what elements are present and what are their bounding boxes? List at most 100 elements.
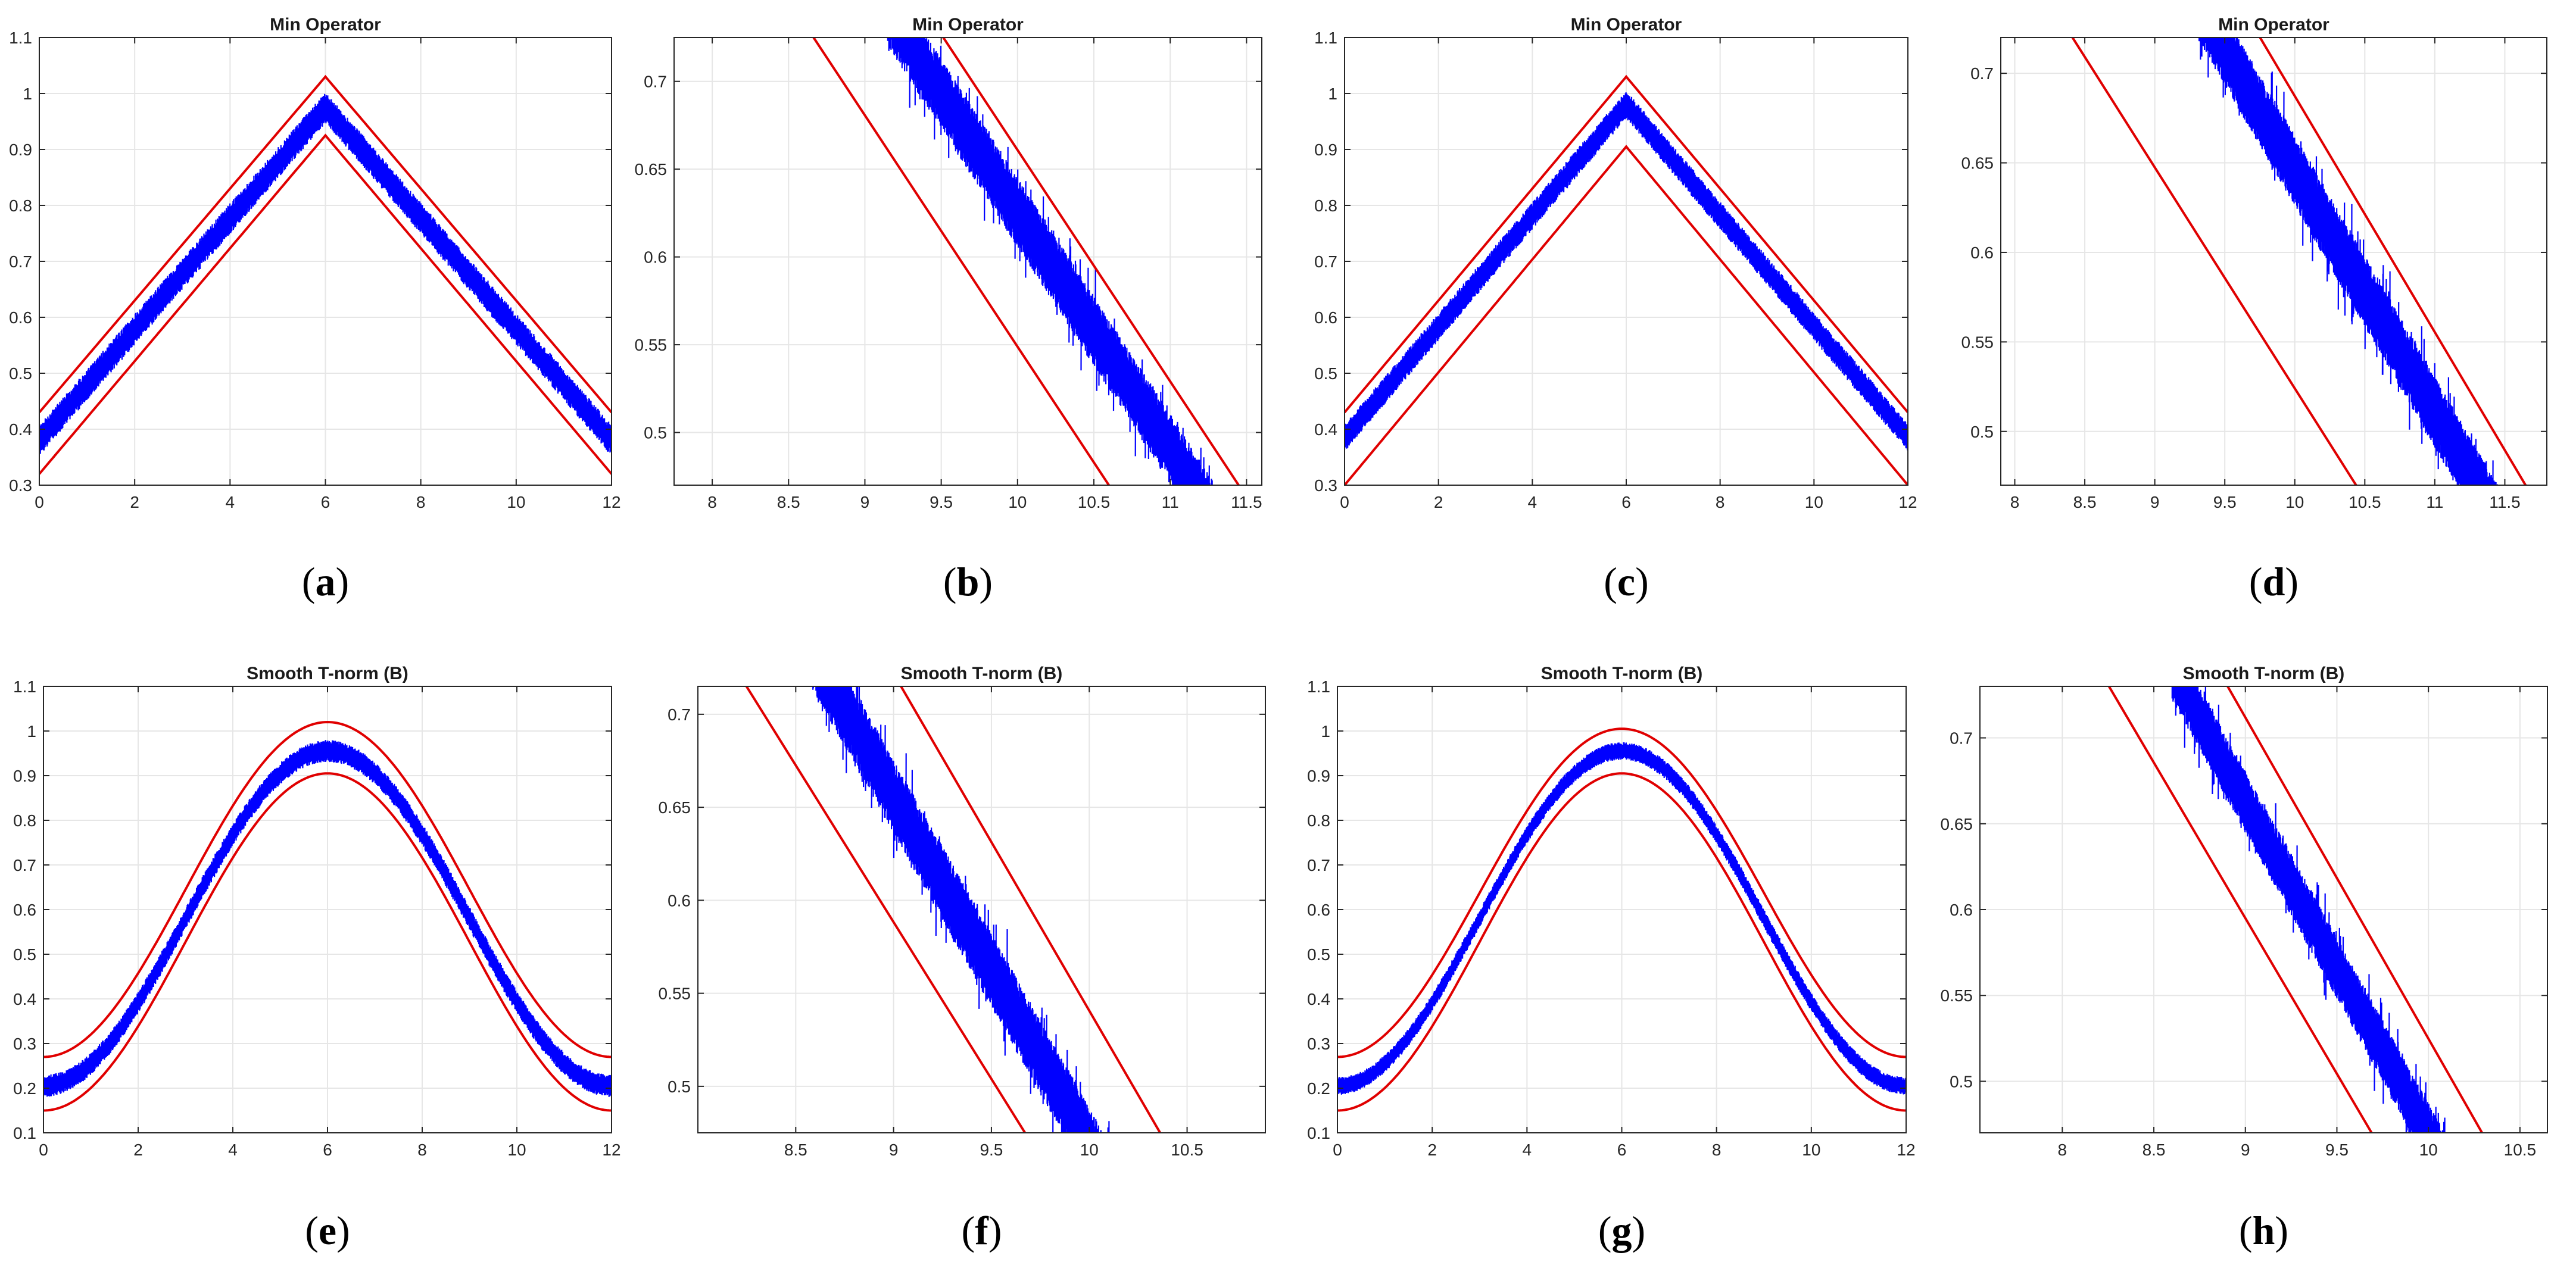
- y-tick-label: 0.1: [13, 1124, 36, 1142]
- x-tick-label: 2: [130, 493, 139, 511]
- y-tick-label: 0.6: [1970, 243, 1994, 262]
- series-layer: [39, 74, 612, 475]
- y-tick-label: 0.7: [1970, 64, 1994, 83]
- x-tick-label: 12: [1897, 1141, 1915, 1159]
- x-tick-label: 10: [1008, 493, 1027, 511]
- upper-bound-line: [43, 720, 612, 1058]
- panel-a: 0 2 4 6 8 10 12 0.3 0.4 0.5 0.6 0.7 0.8 0.9 1 1.1 Min Op…: [9, 15, 621, 604]
- panel-caption: (e): [305, 1208, 350, 1253]
- noisy-signal-band: [812, 686, 1110, 1133]
- y-tick-label: 0.5: [668, 1077, 691, 1096]
- y-tick-label: 0.3: [9, 476, 32, 495]
- plot-area: [2001, 38, 2547, 485]
- y-tick-label: 0.6: [9, 308, 32, 327]
- y-tick-label: 0.7: [1307, 856, 1330, 874]
- y-tick-label: 1: [1328, 85, 1337, 103]
- y-tick-label: 0.5: [13, 945, 36, 964]
- y-tick-label: 0.65: [659, 798, 691, 817]
- x-tick-label: 10.5: [1078, 493, 1111, 511]
- y-tick-label: 0.7: [644, 73, 667, 91]
- x-tick-label: 8: [707, 493, 717, 511]
- chart-title: Min Operator: [270, 15, 381, 35]
- lower-bound-line: [745, 686, 1027, 1133]
- y-tick-label: 0.65: [1941, 815, 1973, 833]
- x-tick-label: 8.5: [784, 1141, 807, 1159]
- lower-bound-line: [2107, 686, 2374, 1133]
- series-layer: [1345, 74, 1908, 485]
- y-tick-label: 1: [1321, 722, 1330, 741]
- x-tick-label: 8: [416, 493, 426, 511]
- lower-bound-line: [43, 772, 612, 1112]
- chart-title: Smooth T-norm (B): [901, 664, 1063, 683]
- upper-bound-line: [899, 686, 1162, 1133]
- y-tick-label: 0.6: [668, 891, 691, 910]
- lower-bound-line: [2071, 38, 2358, 485]
- x-tick-label: 12: [602, 1141, 620, 1159]
- x-tick-label: 6: [1621, 493, 1631, 511]
- x-tick-label: 11: [1162, 493, 1179, 511]
- panel-f: 8.5 9 9.5 10 10.5 0.5 0.55 0.6 0.65 0.7 Smooth T-n…: [659, 664, 1266, 1253]
- panel-caption: (g): [1598, 1208, 1645, 1253]
- panel-h: 8 8.5 9 9.5 10 10.5 0.5 0.55 0.6 0.65 0.7 Smooth T-…: [1941, 664, 2548, 1253]
- x-tick-label: 4: [226, 493, 235, 511]
- y-tick-label: 0.4: [1314, 420, 1337, 439]
- y-tick-label: 0.7: [668, 705, 691, 724]
- panel-caption: (d): [2249, 559, 2299, 604]
- x-tick-label: 9.5: [2325, 1141, 2349, 1159]
- y-tick-label: 0.2: [1307, 1079, 1330, 1098]
- x-tick-label: 10: [507, 1141, 526, 1159]
- y-tick-label: 0.8: [1307, 811, 1330, 830]
- x-tick-label: 10: [1080, 1141, 1099, 1159]
- x-tick-label: 0: [1333, 1141, 1342, 1159]
- y-tick-label: 0.2: [13, 1079, 36, 1098]
- panel-caption: (b): [943, 559, 993, 604]
- x-tick-label: 8: [2010, 493, 2020, 511]
- x-tick-label: 0: [35, 493, 44, 511]
- panel-d: 8 8.5 9 9.5 10 10.5 11 11.5 0.5 0.55 0.6 0.65 0.7 Min…: [1961, 15, 2547, 604]
- y-tick-label: 0.65: [635, 160, 668, 179]
- x-tick-label: 0: [1340, 493, 1349, 511]
- axes-box: [697, 686, 1266, 1133]
- x-tick-label: 6: [1617, 1141, 1627, 1159]
- x-tick-label: 9.5: [2213, 493, 2237, 511]
- y-tick-label: 1.1: [9, 29, 32, 47]
- panel-caption: (h): [2239, 1208, 2288, 1253]
- x-tick-label: 8: [1712, 1141, 1722, 1159]
- x-tick-label: 9.5: [980, 1141, 1003, 1159]
- x-tick-label: 6: [321, 493, 330, 511]
- series-layer: [812, 38, 1240, 485]
- noisy-signal-band: [2198, 38, 2498, 485]
- panel-g: 0 2 4 6 8 10 12 0.1 0.2 0.3 0.4 0.5 0.6 0.7 0.8 0.9 1 1.1…: [1307, 664, 1916, 1253]
- y-tick-label: 0.5: [9, 364, 32, 383]
- upper-bound-line: [1345, 74, 1908, 414]
- x-tick-label: 10.5: [2349, 493, 2381, 511]
- y-tick-label: 0.6: [1314, 308, 1337, 327]
- upper-bound-line: [2259, 38, 2527, 485]
- y-tick-label: 0.55: [1941, 986, 1973, 1005]
- y-tick-label: 0.7: [1950, 729, 1973, 748]
- chart-title: Smooth T-norm (B): [247, 664, 408, 683]
- panel-caption: (a): [302, 559, 349, 604]
- y-tick-label: 0.8: [1314, 196, 1337, 215]
- y-tick-label: 0.7: [13, 856, 36, 874]
- x-tick-label: 11.5: [2489, 493, 2520, 511]
- x-tick-label: 10: [2419, 1141, 2438, 1159]
- plot-area: [698, 686, 1265, 1133]
- x-tick-label: 10: [1805, 493, 1823, 511]
- y-tick-label: 0.55: [659, 985, 691, 1003]
- y-tick-label: 0.65: [1961, 154, 1994, 173]
- y-tick-label: 0.6: [13, 901, 36, 919]
- x-tick-label: 10: [1802, 1141, 1820, 1159]
- y-tick-label: 0.5: [1307, 945, 1330, 964]
- x-tick-label: 9: [860, 493, 870, 511]
- y-tick-label: 0.5: [1970, 423, 1994, 441]
- y-tick-label: 1.1: [13, 677, 36, 696]
- x-tick-label: 10: [2285, 493, 2304, 511]
- x-tick-label: 11: [2426, 493, 2443, 511]
- x-tick-label: 8: [2058, 1141, 2067, 1159]
- y-tick-label: 0.9: [9, 140, 32, 159]
- y-tick-label: 1: [27, 722, 36, 741]
- axes-box: [2000, 37, 2547, 486]
- upper-bound-line: [2226, 686, 2484, 1133]
